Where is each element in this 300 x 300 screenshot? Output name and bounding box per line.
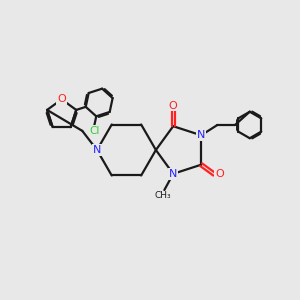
Text: N: N xyxy=(93,145,101,155)
Text: Cl: Cl xyxy=(89,126,100,136)
Text: N: N xyxy=(169,169,177,179)
Text: N: N xyxy=(197,130,206,140)
Text: CH₃: CH₃ xyxy=(154,191,171,200)
Text: O: O xyxy=(169,100,178,111)
Text: O: O xyxy=(57,94,66,104)
Text: O: O xyxy=(215,169,224,179)
